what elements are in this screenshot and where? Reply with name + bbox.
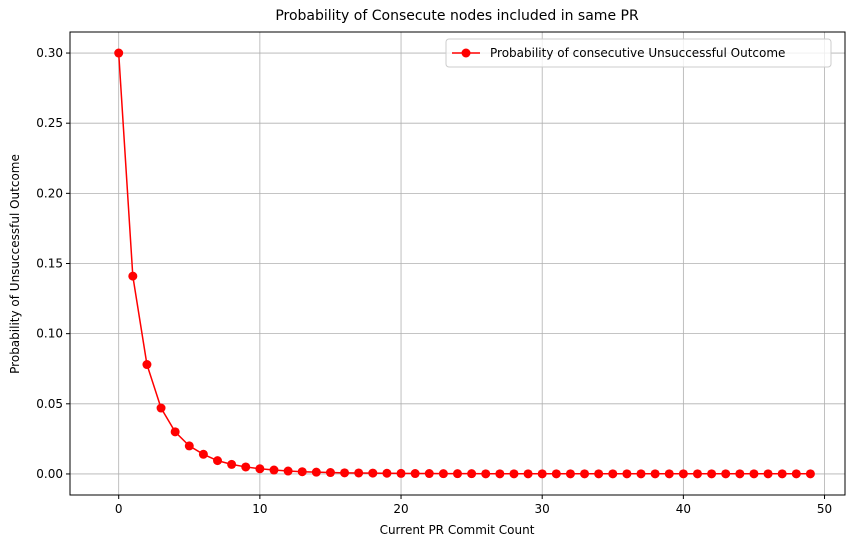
data-point-marker <box>481 469 491 479</box>
y-axis-label: Probability of Unsuccessful Outcome <box>8 154 22 374</box>
x-axis-label: Current PR Commit Count <box>380 523 535 537</box>
data-point-marker <box>467 469 477 479</box>
data-point-marker <box>509 469 519 479</box>
data-point-marker <box>594 469 604 479</box>
data-point-marker <box>354 468 364 478</box>
data-point-marker <box>608 469 618 479</box>
x-tick-label: 0 <box>115 502 123 516</box>
legend-label: Probability of consecutive Unsuccessful … <box>490 46 785 60</box>
data-point-marker <box>325 468 335 478</box>
data-point-marker <box>227 459 237 469</box>
data-point-marker <box>721 469 731 479</box>
data-point-marker <box>396 468 406 478</box>
data-point-marker <box>453 469 462 479</box>
data-point-marker <box>128 271 138 281</box>
x-tick-label: 30 <box>535 502 550 516</box>
y-tick-label: 0.20 <box>36 186 63 200</box>
data-point-marker <box>495 469 505 479</box>
data-point-marker <box>340 468 350 478</box>
y-tick-label: 0.15 <box>36 257 63 271</box>
data-point-marker <box>523 469 533 479</box>
data-point-marker <box>410 469 420 479</box>
x-tick-label: 10 <box>252 502 267 516</box>
data-point-marker <box>537 469 547 479</box>
data-point-marker <box>636 469 646 479</box>
legend: Probability of consecutive Unsuccessful … <box>445 38 832 68</box>
data-point-marker <box>269 465 279 475</box>
y-tick-label: 0.05 <box>36 397 63 411</box>
x-tick-label: 20 <box>393 502 408 516</box>
data-point-marker <box>241 462 251 472</box>
data-point-marker <box>763 469 773 479</box>
data-point-marker <box>198 449 208 459</box>
data-point-marker <box>184 441 194 451</box>
data-point-marker <box>664 469 674 479</box>
data-point-marker <box>213 456 223 466</box>
data-point-marker <box>255 464 265 474</box>
y-tick-label: 0.10 <box>36 327 63 341</box>
data-point-marker <box>622 469 632 479</box>
data-point-marker <box>311 467 321 477</box>
data-point-marker <box>791 469 801 479</box>
data-point-marker <box>777 469 787 479</box>
data-point-marker <box>283 466 293 476</box>
data-point-marker <box>805 469 815 479</box>
x-tick-label: 40 <box>676 502 691 516</box>
data-point-marker <box>707 469 717 479</box>
y-tick-label: 0.00 <box>36 467 63 481</box>
data-point-marker <box>297 467 307 477</box>
chart-title: Probability of Consecute nodes included … <box>275 8 639 24</box>
data-point-marker <box>368 468 378 478</box>
y-tick-label: 0.30 <box>36 46 63 60</box>
data-point-marker <box>565 469 575 479</box>
data-point-marker <box>692 469 702 479</box>
data-point-marker <box>142 360 152 370</box>
data-point-marker <box>749 469 759 479</box>
data-point-marker <box>438 469 448 479</box>
series-layer <box>114 48 815 479</box>
tick-labels: 0 10 20 30 40 50 0.00 0.05 0.10 0.15 0.20 0.25 0.30 <box>36 46 832 516</box>
data-point-marker <box>156 403 166 413</box>
tick-marks <box>66 52 826 499</box>
data-point-marker <box>580 469 590 479</box>
data-point-marker <box>382 468 392 478</box>
data-point-marker <box>114 48 124 58</box>
x-tick-label: 50 <box>817 502 832 516</box>
y-tick-label: 0.25 <box>36 116 63 130</box>
data-point-marker <box>170 427 180 437</box>
legend-marker-swatch <box>461 48 471 58</box>
data-point-marker <box>424 469 434 479</box>
data-point-marker <box>650 469 660 479</box>
legend-box <box>445 38 832 68</box>
data-point-marker <box>551 469 561 479</box>
data-point-marker <box>735 469 745 479</box>
data-point-marker <box>678 469 688 479</box>
